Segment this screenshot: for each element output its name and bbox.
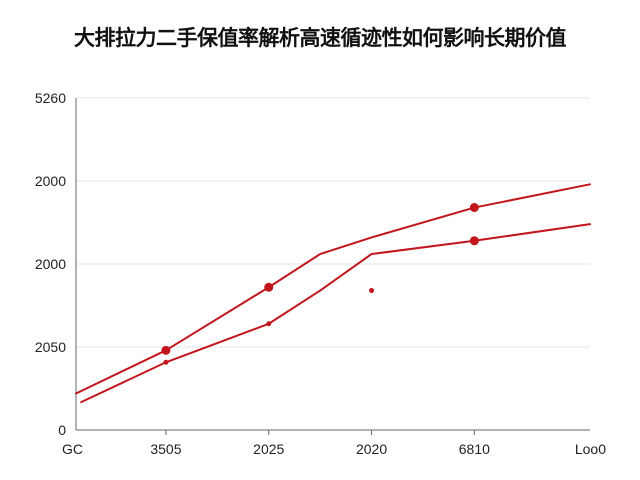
data-point-s2-6 bbox=[469, 236, 479, 246]
y-tick-label-1: 2050 bbox=[35, 339, 66, 355]
y-tick-label-4: 5260 bbox=[35, 90, 66, 106]
data-point-s1-1 bbox=[264, 282, 274, 292]
x-tick-label-2: 2025 bbox=[253, 441, 284, 457]
chart-title: 大排拉力二手保值率解析高速循迹性如何影响长期价值 bbox=[74, 26, 567, 50]
y-tick-label-2: 2000 bbox=[35, 256, 66, 272]
x-tick-label-5: Loo0 bbox=[575, 441, 606, 457]
data-point-s1-2 bbox=[469, 203, 479, 213]
y-tick-label-3: 2000 bbox=[35, 173, 66, 189]
x-tick-label-0: GC bbox=[62, 441, 83, 457]
data-point-s2-4 bbox=[266, 321, 272, 327]
y-tick-label-0: 0 bbox=[58, 422, 66, 438]
data-point-s2-5 bbox=[369, 288, 375, 294]
data-point-s1-0 bbox=[161, 345, 171, 355]
x-tick-label-1: 3505 bbox=[150, 441, 181, 457]
series-line-2 bbox=[80, 223, 591, 404]
x-tick-label-4: 6810 bbox=[459, 441, 490, 457]
x-tick-label-3: 2020 bbox=[356, 441, 387, 457]
series-line-1 bbox=[75, 183, 591, 395]
data-point-s2-3 bbox=[163, 359, 169, 365]
